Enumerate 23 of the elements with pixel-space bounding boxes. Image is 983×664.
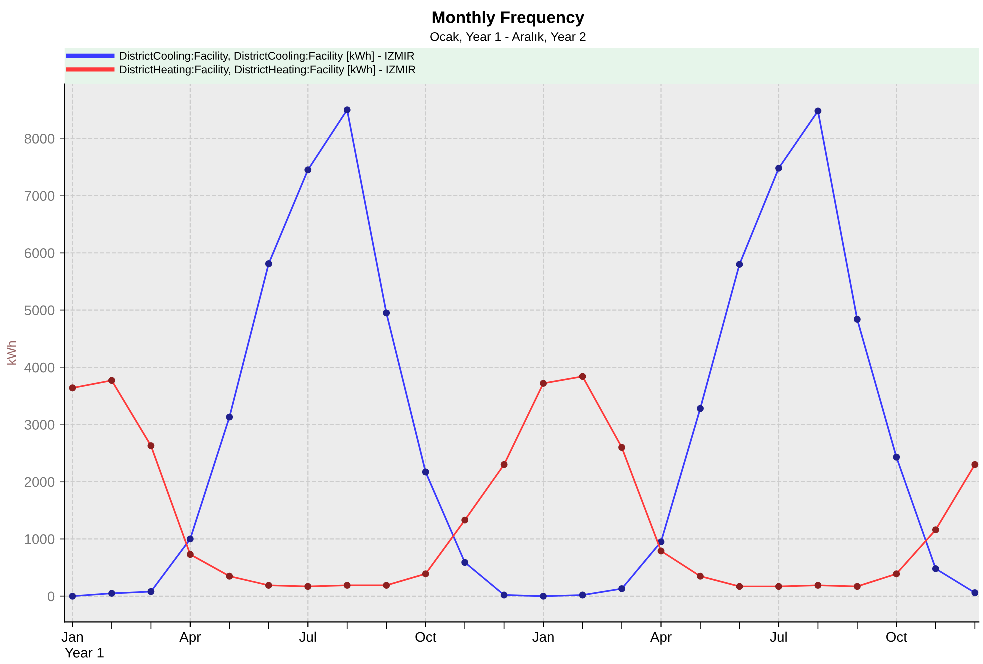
chart-title: Monthly Frequency	[432, 11, 585, 27]
y-tick-label: 0	[48, 592, 55, 602]
x-tick-label: Oct	[416, 632, 437, 642]
y-tick-label: 2000	[24, 477, 55, 488]
y-tick-label: 7000	[24, 191, 55, 202]
y-tick-label: 1000	[25, 534, 55, 544]
x-tick-label: Jul	[770, 632, 787, 642]
x-tick-label: Apr	[650, 632, 672, 645]
y-tick-label: 3000	[24, 420, 55, 430]
legend-label: DistrictHeating:Facility, DistrictHeating:Facility [kWh] - IZMIR	[120, 65, 416, 76]
y-axis-title: kWh	[7, 342, 16, 365]
chart-subtitle: Ocak, Year 1 - Aralık, Year 2	[430, 32, 586, 43]
x-tick-label: Jan	[532, 632, 554, 642]
x-tick-label: Apr	[180, 632, 202, 645]
x-tick-label: Oct	[886, 632, 908, 642]
y-tick-label: 4000	[24, 362, 55, 373]
legend-label: DistrictCooling:Facility, DistrictCooling:Facility [kWh] - IZMIR	[120, 52, 414, 62]
y-tick-label: 5000	[24, 306, 55, 316]
y-tick-label: 6000	[24, 248, 55, 258]
x-tick-label: Jul	[299, 632, 316, 642]
x-tick-label: Jan	[62, 632, 84, 642]
y-tick-label: 8000	[24, 134, 55, 144]
x-axis-title: Year 1	[65, 648, 104, 658]
